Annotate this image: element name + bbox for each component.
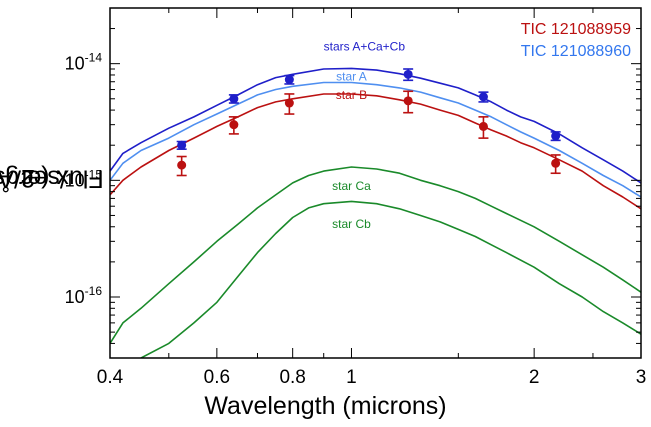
- marker: [229, 94, 239, 104]
- photometry-layer: [176, 68, 561, 177]
- y-tick-label: 10-15: [65, 167, 103, 190]
- x-tick-label: 3: [636, 367, 647, 388]
- x-tick-label: 0.4: [97, 367, 124, 388]
- x-tick-label: 2: [529, 367, 540, 388]
- series-annotation-star-cb: star Cb: [332, 217, 371, 231]
- photometry-point-tic-121088960: [284, 74, 295, 85]
- series-annotation-stars-a-ca-cb: stars A+Ca+Cb: [324, 39, 406, 53]
- legend-entry: TIC 121088960: [521, 43, 631, 60]
- axes: 0.4 0.6 0.8 1 2 3 10-16 10-15 10-14: [65, 7, 647, 388]
- marker: [478, 92, 488, 102]
- series-line-stars-a-ca-cb: [110, 67, 641, 184]
- marker: [403, 69, 413, 79]
- photometry-point-tic-121088960: [176, 140, 187, 150]
- photometry-point-tic-121088959: [403, 90, 414, 114]
- photometry-point-tic-121088960: [403, 68, 414, 82]
- photometry-point-tic-121088959: [176, 155, 187, 177]
- marker: [284, 98, 294, 108]
- series-line-star-ca: [110, 166, 641, 344]
- plot-frame: [109, 7, 642, 359]
- y-tick-label: 10-14: [65, 51, 103, 74]
- series-annotation-star-a: star A: [336, 69, 367, 83]
- photometry-point-tic-121088959: [478, 116, 489, 139]
- series-line-star-b: [110, 93, 641, 210]
- series-annotation-star-b: star B: [336, 88, 367, 102]
- legend: TIC 121088959 TIC 121088960: [521, 21, 631, 60]
- x-tick-label: 0.8: [279, 367, 305, 388]
- y-tick-label: 10-16: [65, 284, 103, 307]
- legend-entry: TIC 121088959: [521, 21, 631, 38]
- marker: [403, 96, 413, 106]
- photometry-point-tic-121088960: [478, 91, 489, 103]
- series-line-star-cb: [140, 200, 641, 358]
- photometry-point-tic-121088960: [550, 131, 561, 142]
- series-line-star-a: [110, 81, 641, 198]
- annotation-layer: stars A+Ca+Cb star A star B star Ca star Cb: [324, 39, 406, 231]
- photometry-point-tic-121088959: [550, 154, 561, 175]
- photometry-point-tic-121088959: [228, 116, 239, 135]
- marker: [478, 121, 488, 131]
- series-annotation-star-ca: star Ca: [332, 179, 371, 193]
- marker: [177, 140, 187, 150]
- marker: [284, 75, 294, 85]
- x-tick-label: 1: [346, 367, 357, 388]
- photometry-point-tic-121088960: [228, 94, 239, 104]
- marker: [551, 158, 561, 168]
- y-axis-label: Flux (ergs/cm2/sec/Å): [0, 164, 104, 193]
- marker: [177, 160, 187, 170]
- marker: [229, 120, 239, 130]
- x-tick-label: 0.6: [204, 367, 230, 388]
- series-layer: [110, 67, 641, 358]
- x-axis-label: Wavelength (microns): [204, 392, 447, 420]
- photometry-point-tic-121088959: [284, 93, 295, 115]
- marker: [551, 131, 561, 141]
